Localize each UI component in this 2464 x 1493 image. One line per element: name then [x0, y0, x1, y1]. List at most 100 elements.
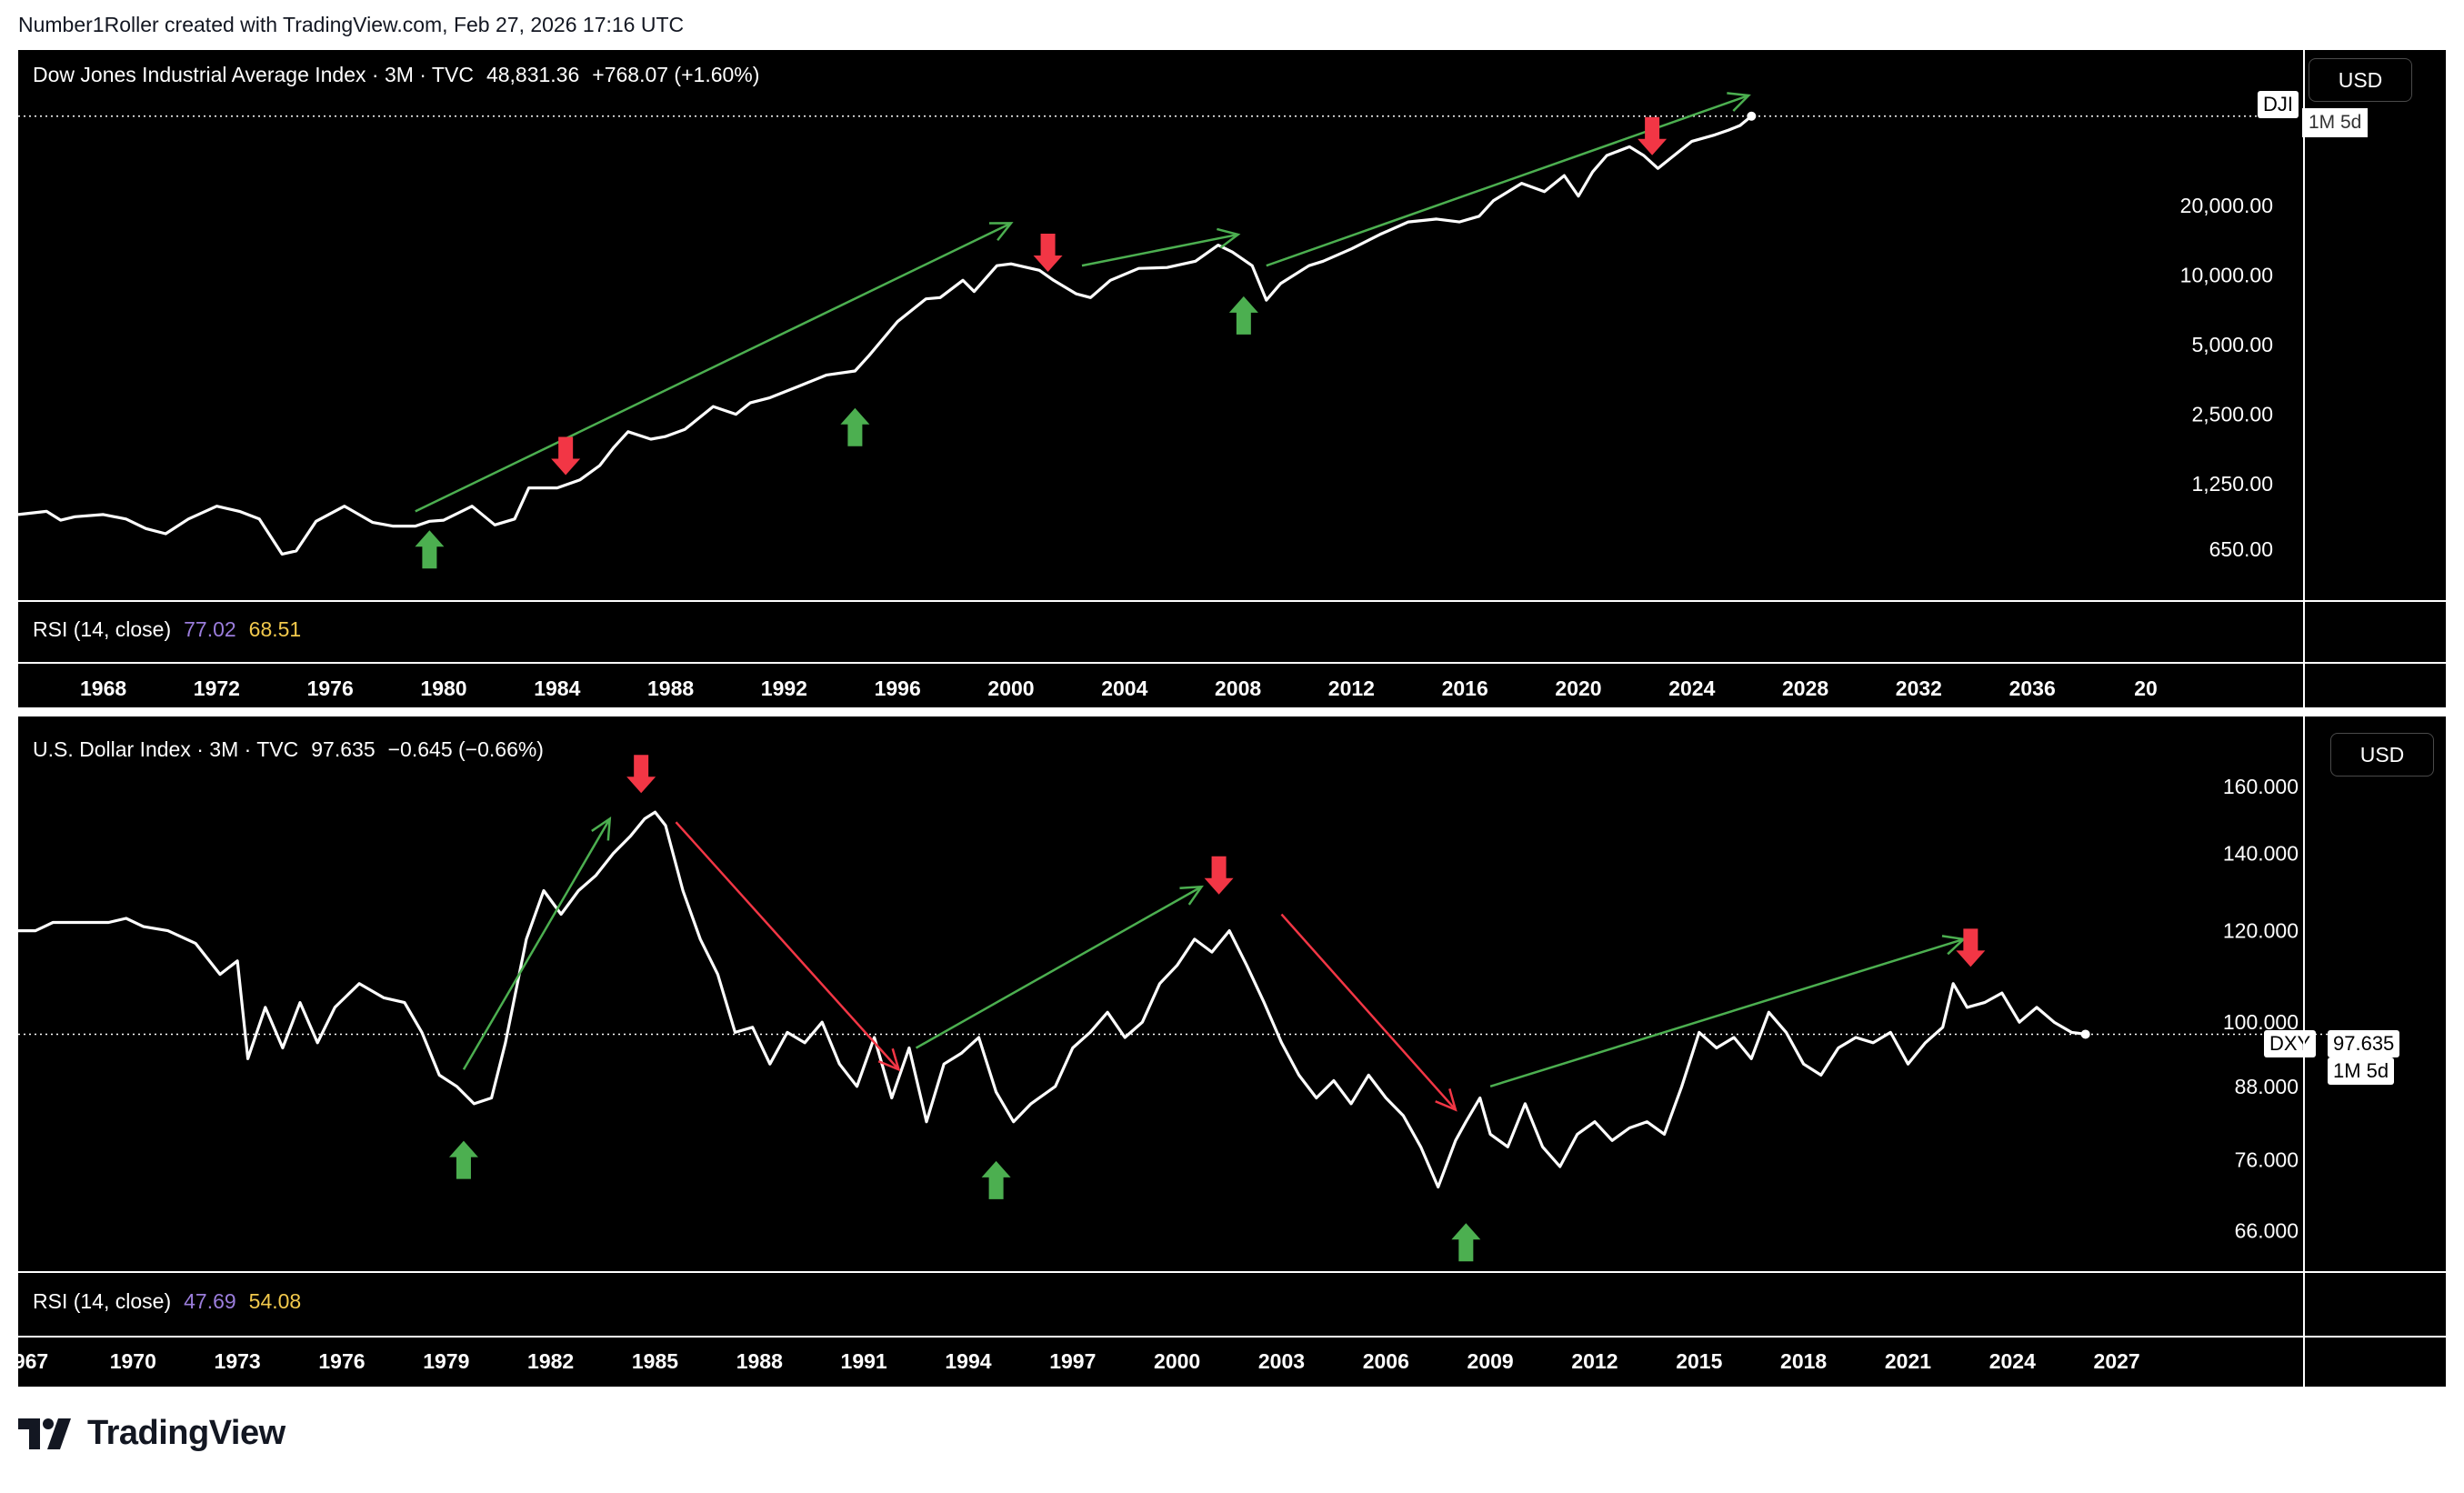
dji-last-price-dot [1747, 111, 1757, 121]
dxy-x-tick-label: 1979 [423, 1349, 470, 1373]
dxy-x-tick-label: 1997 [1049, 1349, 1097, 1373]
dji-x-tick-label: 1980 [420, 676, 467, 700]
dji-currency-button[interactable]: USD [2309, 58, 2412, 102]
dji-rsi-value-1: 77.02 [184, 617, 236, 641]
dxy-price-tag: 97.635 [2328, 1030, 2400, 1057]
dxy-symbol-tag: DXY [2264, 1030, 2317, 1057]
dxy-x-tick-label: 2000 [1154, 1349, 1201, 1373]
dji-sell-arrow-icon [1638, 116, 1668, 155]
dxy-buy-arrow-icon [448, 1140, 478, 1179]
dji-x-tick-label: 1984 [534, 676, 581, 700]
dxy-x-tick-label: 2003 [1257, 1349, 1306, 1373]
panel-separator [18, 707, 2446, 716]
dji-interval-tag: 1M 5d [2302, 108, 2369, 137]
dji-x-tick-label: 2028 [1782, 676, 1829, 700]
dxy-x-tick-label: 2018 [1780, 1349, 1828, 1373]
dji-x-tick-label: 20 [2134, 676, 2158, 700]
dxy-rsi-divider [18, 1271, 2446, 1273]
dji-x-tick-label: 1988 [647, 676, 695, 700]
dxy-y-tick-label: 100.000 [2223, 1010, 2299, 1034]
dxy-time-axis-divider [18, 1336, 2446, 1338]
dxy-y-tick-label: 120.000 [2223, 919, 2299, 943]
dji-price-axis-divider [2303, 50, 2305, 707]
dji-legend: Dow Jones Industrial Average Index · 3M … [33, 63, 759, 87]
dji-legend-name: Dow Jones Industrial Average Index · 3M … [33, 63, 474, 86]
dxy-uptrend-arrow [462, 817, 612, 1070]
dxy-y-tick-label: 88.000 [2235, 1075, 2299, 1098]
dji-x-tick-label: 2008 [1215, 676, 1262, 700]
dxy-x-tick-label: 2021 [1884, 1349, 1932, 1373]
dxy-legend-change: −0.645 (−0.66%) [387, 737, 544, 761]
dxy-y-tick-label: 160.000 [2223, 775, 2299, 798]
dxy-x-tick-label: 2009 [1467, 1349, 1514, 1373]
dji-price-chart: 20,000.00 10,000.00 5,000.00 2,500.00 1,250.… [17, 92, 2273, 569]
dxy-sell-arrow-icon [1204, 856, 1234, 895]
dji-y-tick-label: 650.00 [2209, 537, 2273, 561]
dji-x-tick-label: 2032 [1895, 676, 1942, 700]
dji-sell-arrow-icon [1033, 234, 1063, 273]
dxy-interval-tag: 1M 5d [2328, 1057, 2395, 1085]
dxy-price-axis-divider [2303, 716, 2305, 1387]
dji-y-tick-label: 1,250.00 [2191, 472, 2273, 496]
dji-x-tick-label: 2000 [987, 676, 1035, 700]
dji-buy-arrow-icon [840, 407, 870, 446]
dxy-y-tick-label: 76.000 [2235, 1148, 2299, 1172]
dxy-downtrend-arrow [675, 821, 901, 1072]
dji-price-line [17, 115, 1753, 556]
dxy-legend-price: 97.635 [311, 737, 376, 761]
dji-x-tick-label: 2016 [1441, 676, 1488, 700]
dji-rsi-divider [18, 600, 2446, 602]
dxy-downtrend-arrow [1280, 913, 1457, 1112]
dxy-price-line [18, 810, 2086, 1189]
dxy-x-tick-label: 2006 [1362, 1349, 1409, 1373]
dji-x-tick-label: 2004 [1101, 676, 1148, 700]
dji-uptrend-arrow [1081, 227, 1241, 267]
dji-sell-arrow-icon [551, 436, 581, 476]
dxy-x-tick-label: 2012 [1571, 1349, 1618, 1373]
dxy-rsi-value-1: 47.69 [184, 1289, 236, 1313]
dji-buy-arrow-icon [1228, 296, 1258, 335]
dxy-x-tick-label: 2024 [1988, 1349, 2036, 1373]
dji-x-tick-label: 1992 [760, 676, 807, 700]
dxy-price-chart: 160.000 140.000 120.000 100.000 88.000 76.000… [18, 755, 2328, 1262]
dji-rsi-legend: RSI (14, close) 77.02 68.51 [33, 617, 301, 642]
dji-legend-price: 48,831.36 [486, 63, 580, 86]
dxy-last-price-dot [2080, 1029, 2090, 1039]
dji-y-tick-label: 10,000.00 [2180, 264, 2273, 287]
dxy-rsi-name: RSI (14, close) [33, 1289, 172, 1313]
dxy-currency-button[interactable]: USD [2330, 733, 2434, 777]
dxy-x-tick-label: 1970 [109, 1349, 156, 1373]
chart-frame: Dow Jones Industrial Average Index · 3M … [14, 50, 2446, 1387]
dji-symbol-tag: DJI [2258, 91, 2299, 118]
dji-rsi-name: RSI (14, close) [33, 617, 172, 641]
dxy-buy-arrow-icon [981, 1160, 1011, 1199]
dji-uptrend-arrow [1266, 92, 1751, 267]
dji-x-tick-label: 2036 [2008, 676, 2056, 700]
dji-rsi-value-2: 68.51 [248, 617, 302, 641]
dxy-sell-arrow-icon [626, 755, 656, 794]
dji-x-tick-label: 2024 [1668, 676, 1716, 700]
dji-y-tick-label: 20,000.00 [2180, 194, 2273, 217]
tradingview-logo: TradingView [18, 1414, 285, 1453]
dxy-sell-arrow-icon [1956, 928, 1986, 967]
dji-legend-change: +768.07 (+1.60%) [592, 63, 760, 86]
dji-x-tick-label: 1968 [80, 676, 127, 700]
dxy-x-tick-label: 1988 [736, 1349, 783, 1373]
dxy-uptrend-arrow [915, 885, 1204, 1049]
dxy-x-tick-label: 1985 [631, 1349, 679, 1373]
dxy-buy-arrow-icon [1451, 1223, 1481, 1262]
dxy-uptrend-arrow [1489, 935, 1967, 1087]
dji-y-tick-label: 2,500.00 [2191, 403, 2273, 426]
dji-x-tick-label: 2012 [1327, 676, 1375, 700]
dxy-x-tick-label: 967 [13, 1349, 49, 1373]
dxy-x-tick-label: 1982 [527, 1349, 575, 1373]
dxy-x-tick-label: 2027 [2093, 1349, 2140, 1373]
dxy-y-tick-label: 140.000 [2223, 842, 2299, 866]
tradingview-logo-text: TradingView [87, 1414, 285, 1452]
dxy-x-tick-label: 1976 [318, 1349, 366, 1373]
dxy-y-tick-label: 66.000 [2235, 1219, 2299, 1243]
dxy-x-tick-label: 1994 [945, 1349, 992, 1373]
dji-uptrend-arrow [415, 222, 1014, 513]
dxy-rsi-legend: RSI (14, close) 47.69 54.08 [33, 1289, 301, 1314]
dji-y-tick-label: 5,000.00 [2191, 333, 2273, 356]
